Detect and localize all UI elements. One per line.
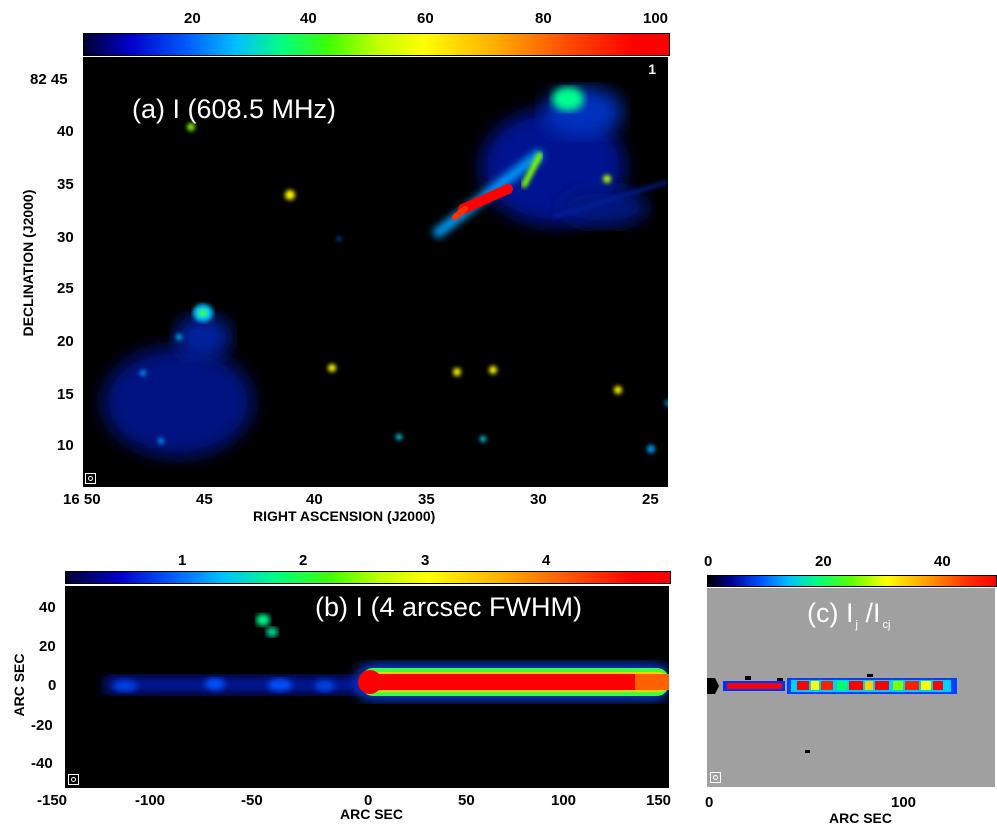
panel-c-label-sub1: j [855,619,858,632]
ratio-map-c [707,674,957,753]
y-tick-a: 30 [57,229,74,246]
panel-c-label-mid: /I [857,598,881,628]
y-tick-b: 0 [48,677,57,694]
x-tick-b: 100 [551,792,577,809]
x-tick-b: -50 [241,792,263,809]
colorbar-b-tick: 2 [299,552,308,569]
x-tick-b: -150 [37,792,68,809]
panel-b-label: (b) I (4 arcsec FWHM) [315,592,582,622]
x-tick-c: 100 [891,794,917,811]
colorbar-a [83,33,670,56]
x-tick-b: 50 [458,792,475,809]
panel-c-label-main: (c) I [807,598,854,628]
colorbar-b-tick: 1 [178,552,187,569]
colorbar-a-tick: 80 [535,10,552,27]
colorbar-a-tick: 100 [643,10,669,27]
x-tick-a: 40 [306,491,323,508]
image-panel-b: (b) I (4 arcsec FWHM) [65,586,669,788]
colorbar-a-tick: 20 [184,10,201,27]
x-axis-title-c: ARC SEC [829,810,893,826]
y-tick-b: -40 [31,755,53,772]
x-axis-title-b: ARC SEC [340,806,404,822]
x-tick-a: 45 [196,491,213,508]
colorbar-b [65,571,671,584]
colorbar-c [707,575,997,587]
y-tick-a: 10 [57,437,74,454]
y-axis-title-b: ARC SEC [11,653,27,717]
y-tick-a: 35 [57,176,74,193]
x-tick-a: 35 [418,491,435,508]
colorbar-c-tick: 0 [704,553,713,570]
y-tick-a: 82 45 [30,71,68,88]
y-tick-a: 40 [57,123,74,140]
x-tick-a: 30 [530,491,547,508]
x-tick-a: 25 [642,491,659,508]
x-tick-b: 0 [364,792,373,809]
x-axis-title-a: RIGHT ASCENSION (J2000) [253,508,436,524]
x-tick-c: 0 [705,794,714,811]
colorbar-b-tick: 4 [542,552,551,569]
panel-a-label: (a) I (608.5 MHz) [132,94,337,124]
y-tick-a: 20 [57,333,74,350]
y-tick-a: 25 [57,280,74,297]
colorbar-a-tick: 40 [300,10,317,27]
x-tick-a: 16 50 [63,491,101,508]
colorbar-c-tick: 40 [934,553,951,570]
beam-marker-b [68,774,79,785]
x-tick-b: 150 [646,792,672,809]
radio-map-a [103,87,668,457]
x-tick-b: -100 [135,792,166,809]
beam-marker-c [710,772,721,783]
y-tick-b: 40 [39,599,56,616]
colorbar-c-tick: 20 [815,553,832,570]
y-tick-b: -20 [31,717,53,734]
corner-marker: 1 [648,61,656,77]
panel-c-label-sub2: cj [882,619,891,632]
y-tick-b: 20 [39,638,56,655]
y-axis-title-a: DECLINATION (J2000) [20,189,36,337]
colorbar-a-tick: 60 [417,10,434,27]
colorbar-b-tick: 3 [421,552,430,569]
jet-map-b [105,614,669,700]
beam-marker-a [85,473,96,484]
image-panel-a: 1 (a) I (608.5 MHz) [83,57,668,487]
y-tick-a: 15 [57,386,74,403]
